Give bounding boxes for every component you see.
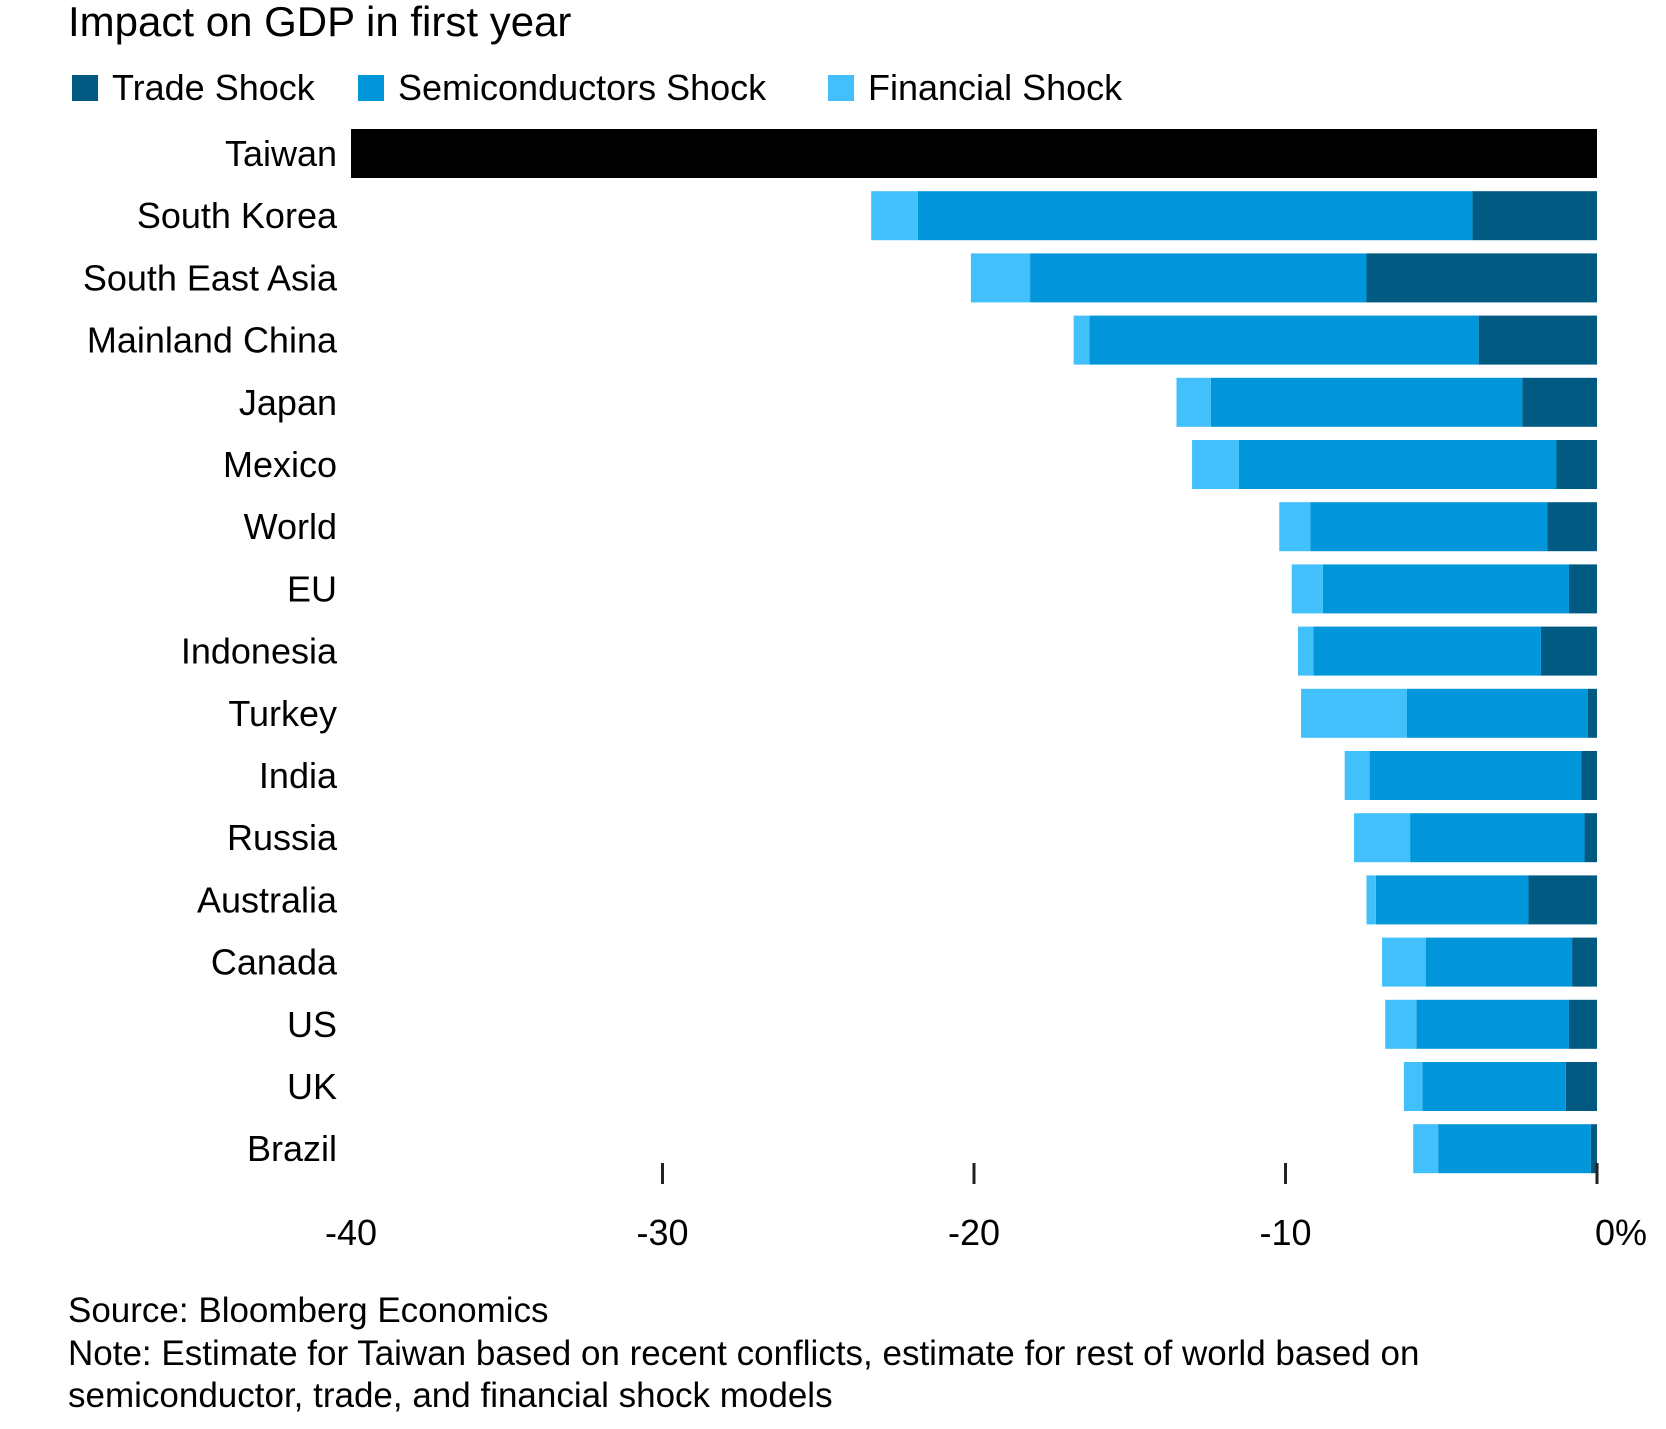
bar-segment-financial-shock (1192, 440, 1239, 489)
bar-segment-financial-shock (871, 191, 918, 241)
bar-segment-financial-shock (1301, 688, 1407, 738)
legend-label: Trade Shock (112, 67, 316, 108)
bar-segment-financial-shock (1366, 875, 1376, 925)
bar-segment-financial-shock (1344, 751, 1370, 800)
category-label: UK (287, 1066, 337, 1107)
note-line-2: semiconductor, trade, and financial shoc… (68, 1376, 833, 1415)
bar-segment-semiconductors-shock (1238, 440, 1557, 489)
legend-swatch-2 (828, 75, 854, 101)
bar-segment-semiconductors-shock (1438, 1124, 1591, 1174)
bar-segment-semiconductors-shock (1406, 688, 1588, 738)
bar-segment-semiconductors-shock (1369, 751, 1582, 800)
bar-segment-semiconductors-shock (1210, 377, 1523, 427)
bar-segment-trade-shock (1584, 813, 1597, 863)
x-tick-label: -20 (948, 1212, 1000, 1253)
bar-segment-semiconductors-shock (1422, 1062, 1566, 1111)
category-label: Australia (197, 879, 338, 920)
bar-segment-trade-shock (1568, 999, 1597, 1049)
x-tick-label: -10 (1259, 1212, 1311, 1253)
bar-segment-financial-shock (1291, 564, 1323, 614)
bar-segment-semiconductors-shock (1089, 315, 1479, 365)
category-label: Japan (239, 382, 337, 423)
bar-segment-trade-shock (1547, 502, 1597, 552)
bar-segment-financial-shock (1073, 315, 1090, 365)
legend-swatch-0 (72, 75, 98, 101)
bar-segment-financial-shock (1279, 502, 1311, 552)
bar-segment-trade-shock (1568, 564, 1597, 614)
legend-swatch-1 (358, 75, 384, 101)
x-tick-label: 0% (1595, 1212, 1647, 1253)
bar-segment-financial-shock (1413, 1124, 1439, 1174)
bar-segment-trade-shock (1556, 440, 1597, 489)
category-label: Mainland China (87, 320, 338, 361)
category-label: Canada (211, 942, 338, 983)
bar-segment-semiconductors-shock (1313, 626, 1541, 676)
bar-segment-trade-shock (1572, 937, 1597, 987)
category-labels: Taiwan South Korea South East Asia Mainland… (83, 133, 338, 1169)
bar-segment-financial-shock (1354, 813, 1411, 863)
bar-segment-semiconductors-shock (1410, 813, 1585, 863)
bar-segment-semiconductors-shock (1416, 999, 1569, 1049)
category-label: Indonesia (181, 631, 338, 672)
chart-title: Impact on GDP in first year (68, 0, 571, 45)
category-label: World (244, 506, 337, 547)
category-label: India (259, 755, 338, 796)
bar-segment-semiconductors-shock (1375, 875, 1529, 925)
bar-segment-financial-shock (1176, 377, 1211, 427)
bar-segment-trade-shock (1565, 1062, 1597, 1111)
bar-segment-financial-shock (1385, 999, 1417, 1049)
bar-segment-trade-shock (1581, 751, 1597, 800)
x-tick-label: -40 (325, 1212, 377, 1253)
bar-taiwan (351, 129, 1597, 178)
bar-segment-trade-shock (1522, 377, 1597, 427)
x-tick-label: -30 (636, 1212, 688, 1253)
bar-segment-trade-shock (1478, 315, 1597, 365)
bar-segment-trade-shock (1540, 626, 1597, 676)
category-label: EU (287, 568, 337, 609)
bar-segment-financial-shock (1403, 1062, 1423, 1111)
bar-segment-trade-shock (1528, 875, 1597, 925)
source-text: Source: Bloomberg Economics (68, 1291, 549, 1330)
bar-segment-trade-shock (1472, 191, 1597, 241)
category-label: South Korea (137, 195, 338, 236)
category-label: Mexico (223, 444, 337, 485)
category-label: Brazil (247, 1128, 337, 1169)
bar-segment-financial-shock (1382, 937, 1426, 987)
bar-segment-semiconductors-shock (917, 191, 1473, 241)
category-label: South East Asia (83, 257, 338, 298)
bar-segment-semiconductors-shock (1030, 253, 1367, 303)
legend: Trade Shock Semiconductors Shock Financial… (72, 67, 1123, 108)
category-label: Turkey (228, 693, 337, 734)
x-axis: -40 -30 -20 -10 0% (325, 1163, 1647, 1253)
bar-segment-trade-shock (1366, 253, 1597, 303)
bar-segment-semiconductors-shock (1425, 937, 1573, 987)
bar-segment-financial-shock (970, 253, 1031, 303)
bar-segment-semiconductors-shock (1322, 564, 1569, 614)
legend-label: Semiconductors Shock (398, 67, 767, 108)
bar-segment-trade-shock (1587, 688, 1597, 738)
note-line-1: Note: Estimate for Taiwan based on recen… (68, 1334, 1420, 1373)
category-label: Russia (227, 817, 338, 858)
bar-segment-semiconductors-shock (1310, 502, 1548, 552)
legend-label: Financial Shock (868, 67, 1123, 108)
category-label: Taiwan (225, 133, 337, 174)
category-label: US (287, 1004, 337, 1045)
bar-segment-trade-shock (1590, 1124, 1597, 1174)
bar-segment-financial-shock (1297, 626, 1314, 676)
bars (351, 129, 1597, 1174)
